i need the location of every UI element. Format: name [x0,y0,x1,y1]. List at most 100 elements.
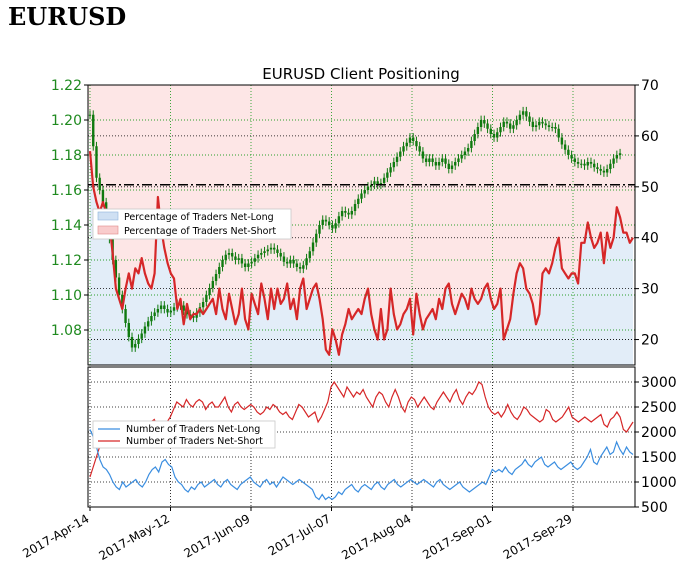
x-tick-label: 2017-May-12 [97,511,172,563]
candle-body [334,223,337,229]
candle-body [318,225,321,234]
candle-body [243,263,247,267]
bottom-right-tick-label: 3000 [641,375,677,391]
candle-body [434,162,438,166]
candle-body [444,158,447,164]
candle-body [276,249,279,253]
bottom-panel: 500 1000 1500 2000 2500 3000 Number of Trader… [87,366,677,516]
candle-body [573,158,577,162]
candle-body [560,137,564,145]
legend-swatch-net-long [97,211,119,221]
page-title: EURUSD [8,2,127,31]
candle-body [101,190,105,203]
candle-body [534,125,538,127]
candle-body [331,225,334,229]
candle-body [269,247,273,250]
candle-body [538,121,541,126]
right-tick-label: 20 [641,333,659,349]
candle-body [305,258,308,266]
count-net-short-line [89,380,634,478]
candle-body [486,123,489,129]
candle-body [88,114,92,116]
candle-body [596,167,599,169]
legend-swatch-net-short [97,225,119,235]
left-tick-label: 1.18 [51,148,82,164]
candle-body [273,247,276,250]
candle-body [124,309,127,323]
count-net-long-line [89,429,634,501]
left-tick-label: 1.12 [51,253,82,269]
candle-body [528,116,531,122]
candle-body [567,149,570,155]
candle-body [395,156,399,162]
left-axis-ticks: 1.08 1.10 1.12 1.14 1.16 1.18 1.20 1.22 [51,78,88,339]
candle-body [163,305,166,309]
candle-body [156,309,160,313]
candle-body [240,258,244,264]
candle-body [437,162,441,166]
candle-body [201,302,205,308]
candle-body [525,111,528,117]
candle-body [369,184,373,187]
candle-body [412,137,415,141]
right-tick-label: 40 [641,231,659,247]
candle-body [153,312,156,316]
candle-body [602,170,606,173]
candle-body [379,183,383,185]
candle-body [376,181,379,185]
candle-body [521,111,525,115]
top-panel: 1.08 1.10 1.12 1.14 1.16 1.18 1.20 1.22 20 30 40 5… [51,78,659,366]
candle-body [421,151,425,159]
x-axis-ticks: 2017-Apr-14 2017-May-12 2017-Jun-09 2017-Ju… [20,507,575,563]
right-tick-label: 60 [641,129,659,145]
candle-body [350,211,354,215]
candle-body [431,158,434,162]
candle-body [282,256,286,262]
candle-body [357,198,360,204]
candle-body [292,260,295,264]
candle-body [496,132,499,138]
candle-body [570,155,573,159]
candle-body [130,337,134,348]
bottom-panel-frame [87,366,636,508]
candle-body [424,158,428,162]
left-tick-label: 1.08 [51,323,82,339]
candle-body [263,251,266,253]
candle-body [589,162,593,164]
top-legend-box [92,208,292,240]
top-lines [88,151,634,356]
candle-body [260,253,263,255]
candle-body [308,251,311,259]
candle-body [150,316,153,322]
candle-body [169,310,173,313]
left-tick-label: 1.16 [51,183,82,199]
right-tick-label: 50 [641,180,659,196]
candle-body [192,316,195,318]
candle-body [298,267,302,269]
candle-body [505,121,509,124]
candle-body [615,155,619,159]
candle-body [512,125,515,129]
candle-body [237,258,240,260]
candle-body [117,277,121,295]
candle-body [344,211,347,213]
net-long-area-fill [90,151,633,365]
candle-body [586,162,589,166]
right-tick-label: 70 [641,78,659,94]
candle-body [360,193,363,199]
bottom-right-tick-label: 500 [641,500,668,516]
candle-body [146,321,150,327]
candle-body [205,295,208,302]
candle-body [618,153,622,155]
candle-body [159,305,163,309]
candle-body [470,141,473,148]
candle-body [508,123,512,129]
candle-body [285,261,289,264]
candle-body [557,128,560,138]
candle-body [476,127,480,134]
candle-body [454,162,457,166]
candle-body [172,307,176,311]
candle-body [95,146,98,178]
candle-body [302,265,305,269]
